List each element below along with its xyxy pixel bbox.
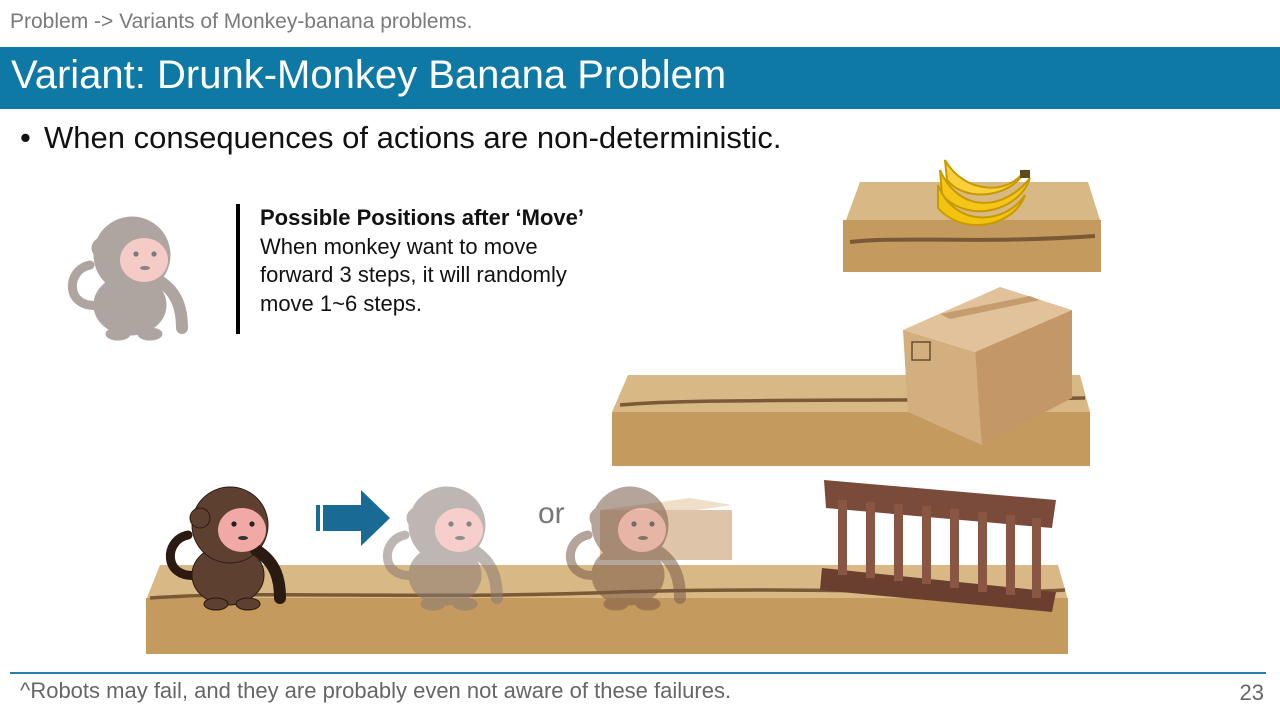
title-bar: Variant: Drunk-Monkey Banana Problem <box>0 47 1280 109</box>
callout-heading: Possible Positions after ‘Move’ <box>260 205 584 230</box>
bullet-dot-icon: • <box>20 120 31 155</box>
footnote: ^Robots may fail, and they are probably … <box>20 678 732 703</box>
arrow-right-icon <box>316 490 390 546</box>
or-label: or <box>538 497 565 530</box>
page-number: 23 <box>1239 680 1264 705</box>
callout-line-3: move 1~6 steps. <box>260 290 423 316</box>
monkey-icon <box>72 217 182 340</box>
callout-line-2: forward 3 steps, it will randomly <box>260 262 567 287</box>
top-platform <box>843 182 1101 272</box>
breadcrumb: Problem -> Variants of Monkey-banana pro… <box>10 10 473 33</box>
callout: Possible Positions after ‘Move’ When mon… <box>236 204 620 334</box>
ladder-icon <box>820 480 1056 612</box>
box-icon <box>903 287 1072 445</box>
page-title: Variant: Drunk-Monkey Banana Problem <box>11 53 727 97</box>
banana-icon <box>937 159 1031 226</box>
callout-line-1: When monkey want to move <box>260 233 538 259</box>
bullet-text: When consequences of actions are non-det… <box>44 120 782 155</box>
bullet-point: • When consequences of actions are non-de… <box>20 120 782 156</box>
footer-divider <box>10 672 1266 674</box>
